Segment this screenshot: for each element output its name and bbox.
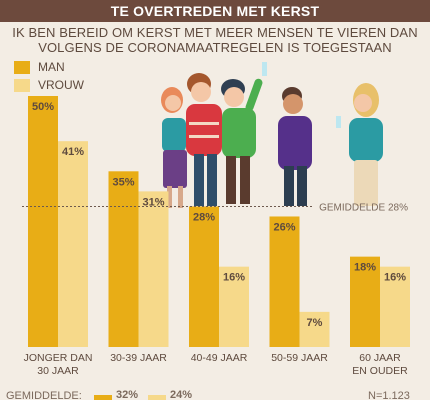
category-label-1: 30-39 JAAR xyxy=(110,352,167,364)
bar-vrouw-4 xyxy=(380,266,410,347)
category-label-3: 50-59 JAAR xyxy=(271,352,328,364)
subtitle-line-2: VOLGENS DE CORONAMAATREGELEN IS TOEGESTA… xyxy=(38,40,392,55)
footer-average-man: 32% xyxy=(116,389,139,400)
data-label-man-0: 50% xyxy=(32,101,54,113)
person-illustration xyxy=(336,83,383,206)
footer-average-label: GEMIDDELDE: xyxy=(6,390,82,400)
legend-label-man: MAN xyxy=(38,60,65,74)
data-label-man-1: 35% xyxy=(112,176,134,188)
data-label-vrouw-2: 16% xyxy=(223,272,245,284)
data-label-vrouw-3: 7% xyxy=(307,317,323,329)
category-label-4: EN OUDER xyxy=(352,365,408,377)
bar-vrouw-3 xyxy=(299,311,330,347)
average-reference-label: GEMIDDELDE 28% xyxy=(319,202,408,213)
data-label-vrouw-4: 16% xyxy=(384,272,406,284)
person-illustration xyxy=(161,87,187,208)
bar-man-2 xyxy=(189,206,219,347)
bar-man-0 xyxy=(28,96,58,347)
chart-subtitle: IK BEN BEREID OM KERST MET MEER MENSEN T… xyxy=(0,25,430,55)
bar-vrouw-1 xyxy=(138,191,169,347)
bar-vrouw-0 xyxy=(58,141,88,347)
category-label-0: 30 JAAR xyxy=(37,365,79,377)
legend-label-vrouw: VROUW xyxy=(38,78,84,92)
bar-vrouw-2 xyxy=(219,266,249,347)
footer-average-vrouw: 24% xyxy=(170,389,193,400)
legend: MAN VROUW xyxy=(14,59,84,95)
legend-item-man: MAN xyxy=(14,59,84,75)
footer-swatch-man xyxy=(94,395,112,400)
person-illustration xyxy=(221,62,267,204)
legend-swatch-vrouw xyxy=(14,78,30,92)
category-label-0: JONGER DAN xyxy=(24,352,93,364)
legend-item-vrouw: VROUW xyxy=(14,77,84,93)
data-label-man-2: 28% xyxy=(193,211,215,223)
legend-swatch-man xyxy=(14,60,30,74)
footer-sample-size: N=1.123 xyxy=(368,390,410,400)
bar-man-1 xyxy=(108,171,139,347)
category-label-4: 60 JAAR xyxy=(359,352,401,364)
footer-swatch-vrouw xyxy=(148,395,166,400)
data-label-vrouw-0: 41% xyxy=(62,146,84,158)
data-label-vrouw-1: 31% xyxy=(142,196,164,208)
category-label-2: 40-49 JAAR xyxy=(191,352,248,364)
subtitle-line-1: IK BEN BEREID OM KERST MET MEER MENSEN T… xyxy=(12,25,418,40)
bar-man-3 xyxy=(269,216,300,347)
person-illustration xyxy=(278,87,312,206)
bar-man-4 xyxy=(350,256,380,347)
person-illustration xyxy=(186,73,222,206)
data-label-man-4: 18% xyxy=(354,262,376,274)
page-title: TE OVERTREDEN MET KERST xyxy=(0,0,430,22)
data-label-man-3: 26% xyxy=(273,221,295,233)
people-toasting-illustration xyxy=(161,62,383,208)
